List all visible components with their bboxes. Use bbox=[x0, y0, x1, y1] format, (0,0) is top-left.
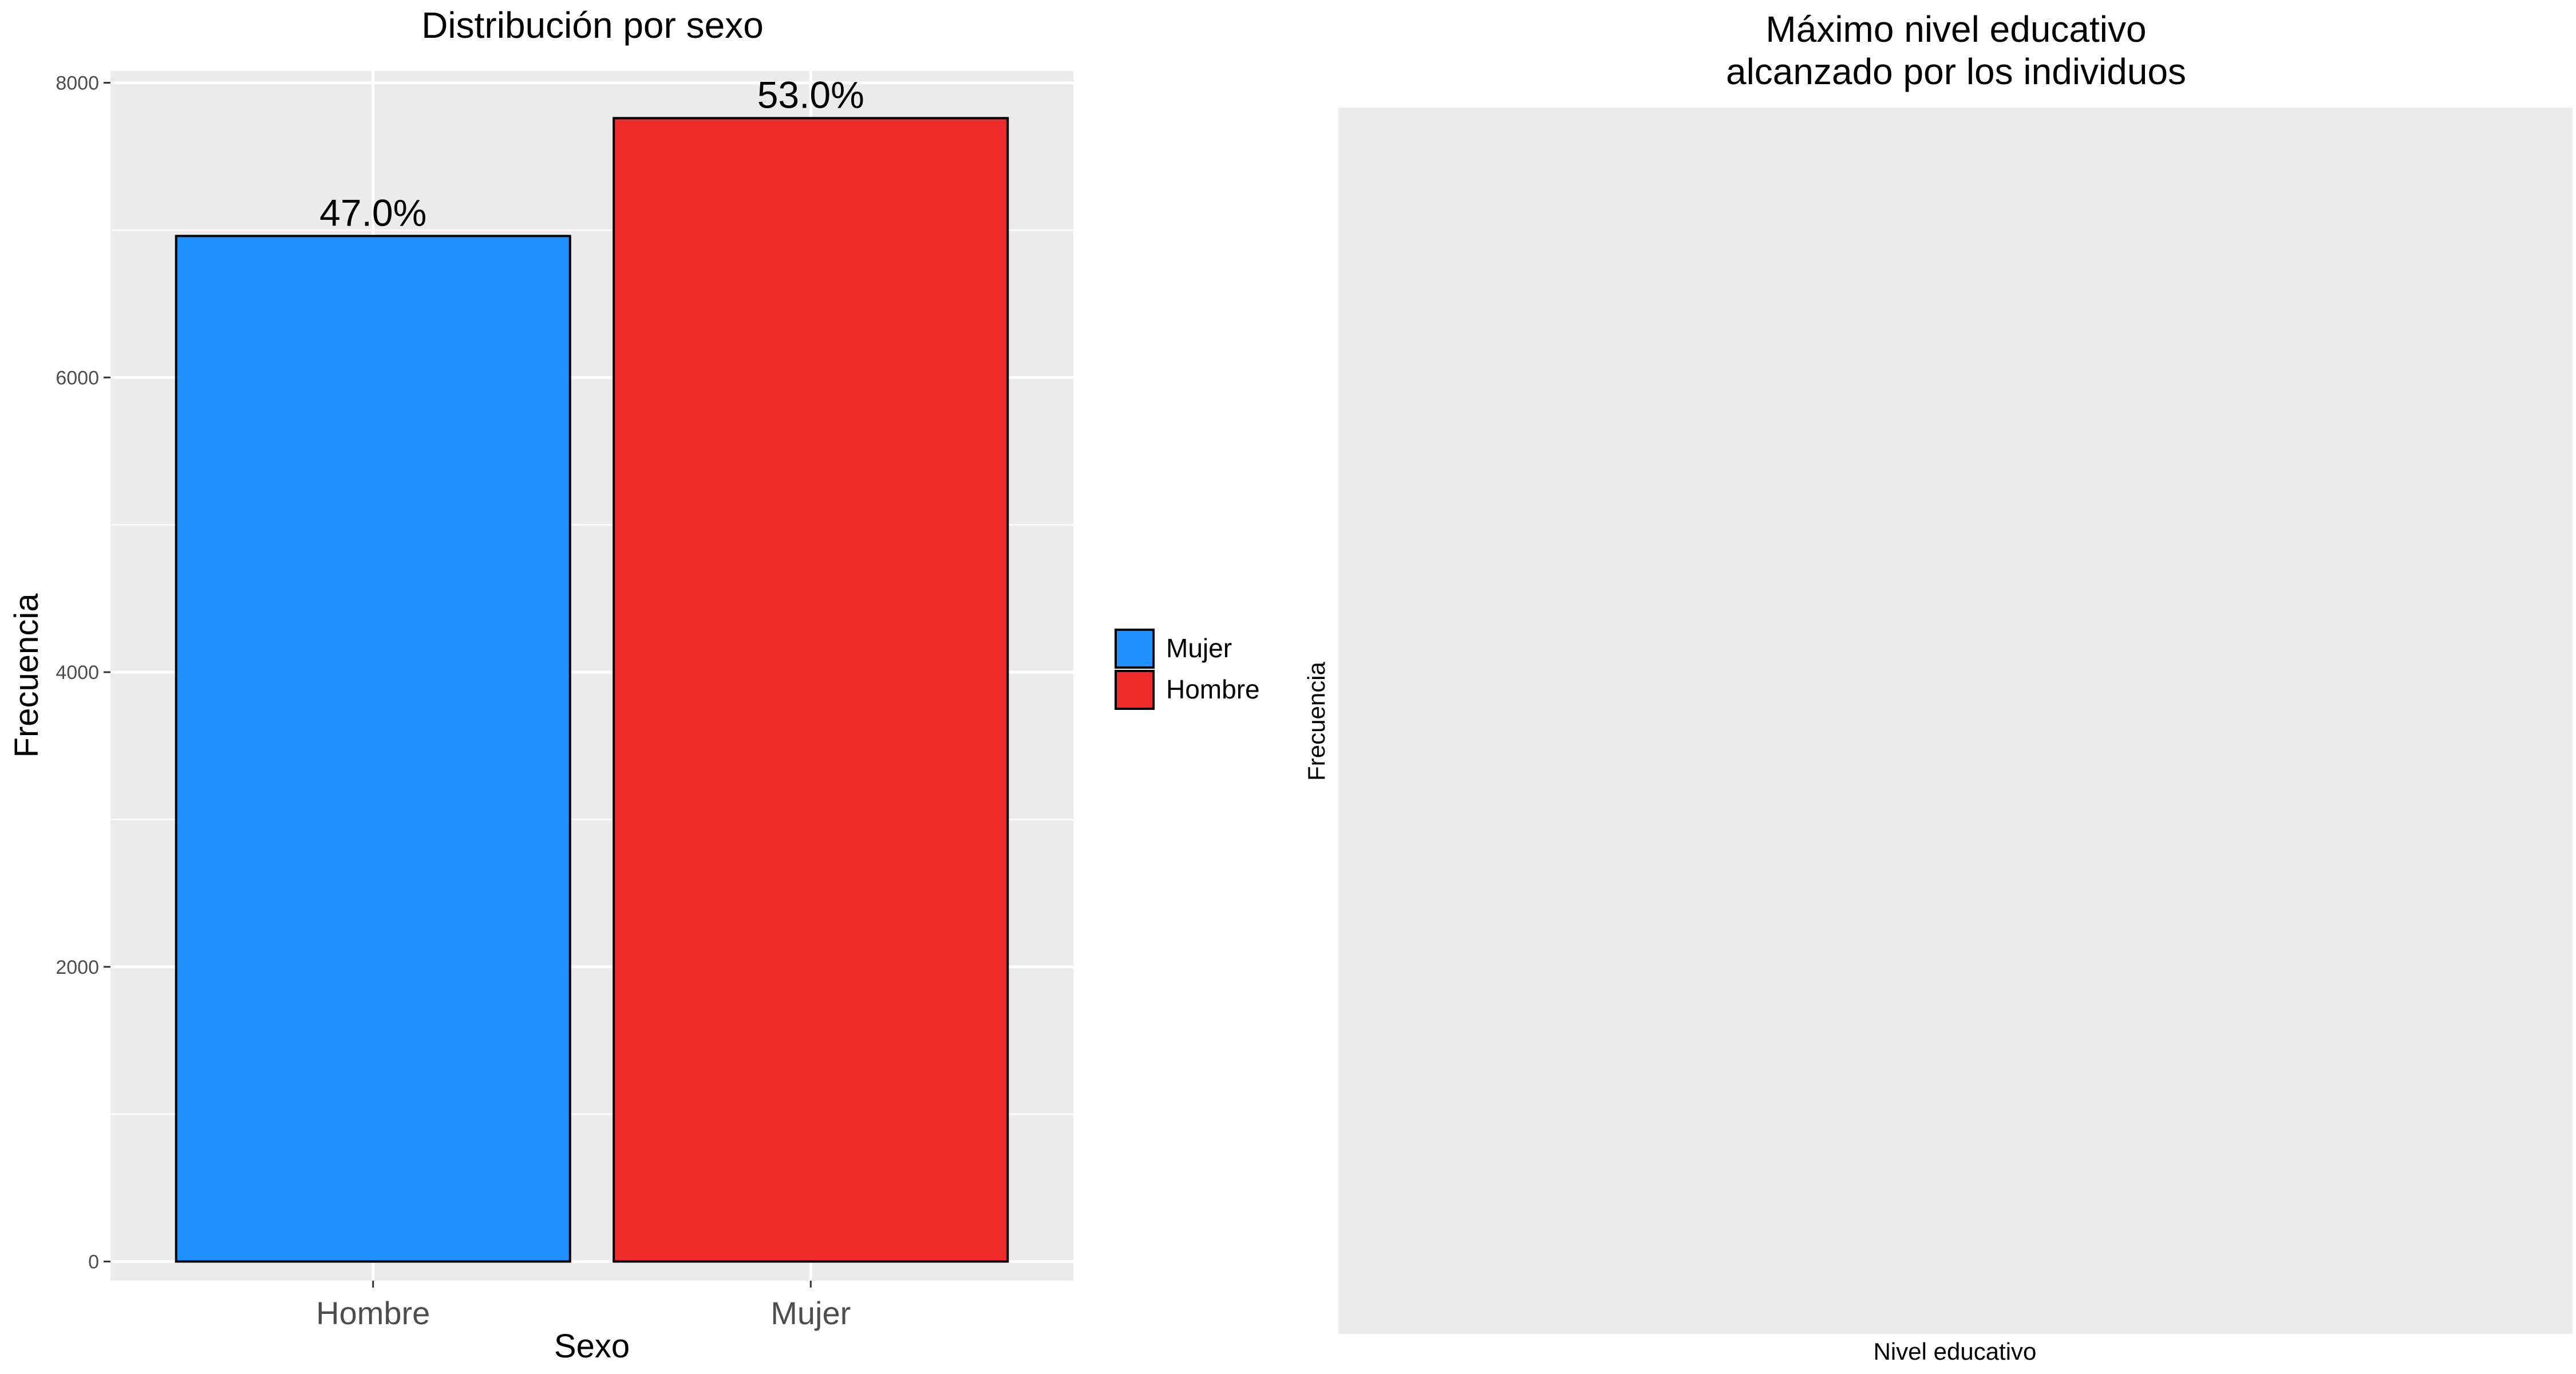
legend-label: Mujer bbox=[1166, 633, 1232, 663]
chart1-x-axis-title: Sexo bbox=[554, 1328, 630, 1365]
chart2-x-axis-title: Nivel educativo bbox=[1874, 1338, 2037, 1365]
chart1-x-axis-ticks: Hombre Mujer bbox=[316, 1281, 851, 1331]
chart1-y-axis-title: Frecuencia bbox=[8, 593, 45, 758]
bar-mujer bbox=[613, 117, 1009, 1263]
chart1-data-labels: 47.0% 53.0% bbox=[319, 73, 864, 234]
x-tick-label: Hombre bbox=[316, 1295, 430, 1331]
chart2-title-line2: alcanzado por los individuos bbox=[1726, 51, 2186, 92]
legend-key bbox=[1115, 629, 1155, 669]
chart1-y-axis-ticks: 0 2000 4000 6000 8000 bbox=[56, 73, 110, 1273]
y-tick-label: 2000 bbox=[56, 957, 99, 978]
data-label: 47.0% bbox=[319, 191, 426, 234]
y-tick-label: 6000 bbox=[56, 367, 99, 389]
chart2-y-axis-title: Frecuencia bbox=[1303, 661, 1330, 780]
chart2-title-line1: Máximo nivel educativo bbox=[1765, 9, 2146, 50]
y-tick-label: 8000 bbox=[56, 73, 99, 94]
chart2-panel bbox=[1338, 108, 2573, 1334]
bar-hombre bbox=[175, 235, 571, 1263]
chart1-title: Distribución por sexo bbox=[421, 5, 764, 46]
x-tick-label: Mujer bbox=[771, 1295, 851, 1331]
legend-label: Hombre bbox=[1166, 674, 1260, 704]
chart1-bars bbox=[175, 117, 1009, 1263]
data-label: 53.0% bbox=[757, 73, 864, 116]
legend-key bbox=[1115, 670, 1155, 710]
chart1-legend: Mujer Hombre bbox=[1115, 629, 1260, 710]
y-tick-label: 4000 bbox=[56, 662, 99, 684]
sex-distribution-chart: Distribución por sexo 47.0% 53.0% 0 2000 40… bbox=[8, 5, 1260, 1365]
education-level-chart: Máximo nivel educativo alcanzado por los… bbox=[1303, 9, 2573, 1365]
y-tick-label: 0 bbox=[88, 1251, 99, 1273]
